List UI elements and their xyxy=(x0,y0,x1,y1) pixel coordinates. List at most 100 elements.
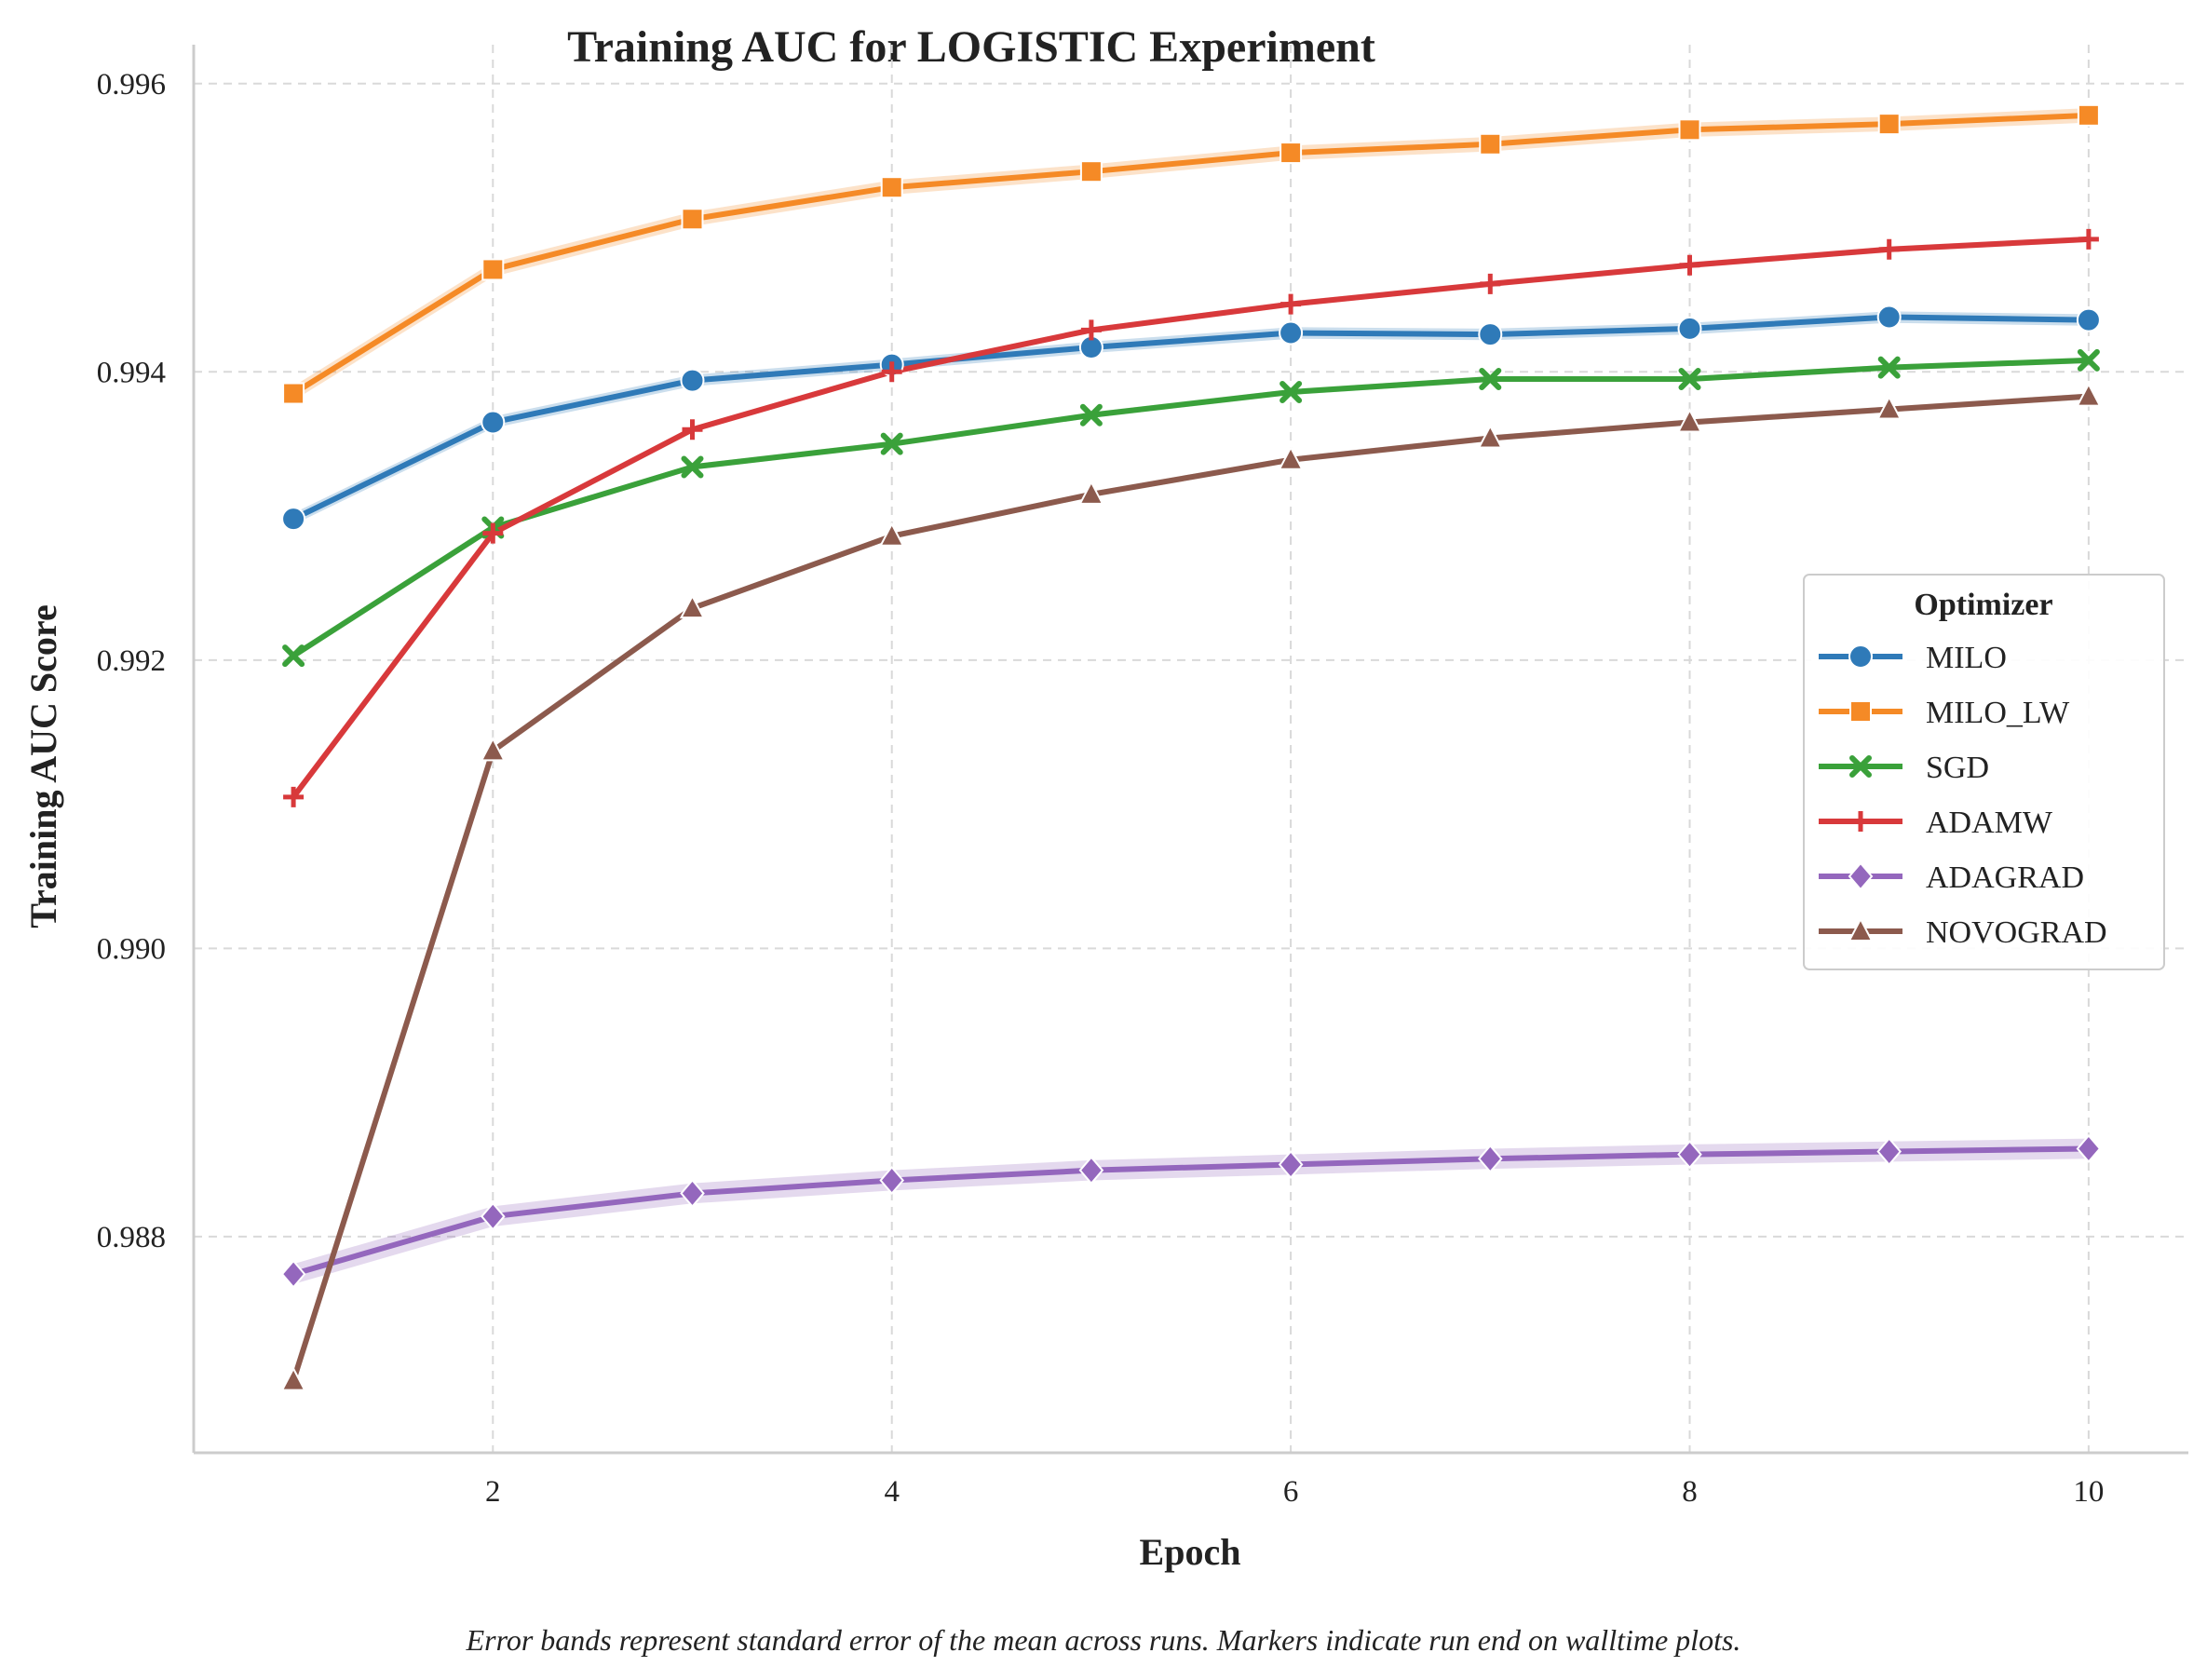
data-point-milo xyxy=(1677,316,1702,341)
data-point-adagrad xyxy=(480,1201,506,1231)
legend-label-adamw: ADAMW xyxy=(1926,806,2053,840)
series-line-adagrad xyxy=(291,1145,2092,1278)
y-tick-label: 0.988 xyxy=(97,1221,166,1254)
data-point-adamw xyxy=(1878,238,1900,260)
legend-marker-milo-lw xyxy=(1849,700,1872,723)
data-point-adamw xyxy=(283,786,305,807)
data-point-adamw xyxy=(482,522,504,544)
data-point-milo-lw xyxy=(481,258,505,281)
y-tick-label: 0.992 xyxy=(97,644,166,678)
x-tick-label: 2 xyxy=(485,1475,501,1509)
data-point-milo xyxy=(1478,322,1503,347)
data-point-sgd xyxy=(1479,368,1502,391)
data-point-milo xyxy=(680,368,705,393)
data-point-adagrad xyxy=(2076,1133,2102,1163)
legend-label-milo-lw: MILO_LW xyxy=(1926,696,2070,730)
data-point-milo-lw xyxy=(1678,118,1701,142)
series-line-sgd xyxy=(291,357,2092,659)
data-point-adagrad xyxy=(1278,1149,1304,1180)
x-tick-label: 4 xyxy=(884,1475,900,1509)
series-line-milo-lw xyxy=(291,112,2092,397)
data-point-milo-lw xyxy=(1280,142,1303,165)
data-point-novograd xyxy=(1278,445,1304,470)
chart-title: Training AUC for LOGISTIC Experiment xyxy=(567,22,1375,72)
data-point-sgd xyxy=(1280,380,1303,403)
data-point-novograd xyxy=(280,1366,306,1391)
data-point-adagrad xyxy=(1477,1144,1503,1173)
legend: Optimizer MILO MILO_LW SGD ADAMW ADAGRAD NOVO… xyxy=(1803,574,2165,970)
error-band-milo xyxy=(293,311,2089,525)
data-point-milo xyxy=(1876,305,1902,330)
data-point-milo-lw xyxy=(282,382,305,405)
legend-items: MILO MILO_LW SGD ADAMW ADAGRAD NOVOGRAD xyxy=(1819,641,2107,950)
legend-marker-adamw xyxy=(1850,811,1871,832)
legend-label-novograd: NOVOGRAD xyxy=(1926,915,2107,950)
x-tick-label: 8 xyxy=(1682,1475,1698,1509)
data-point-sgd xyxy=(282,644,305,668)
x-axis-label: Epoch xyxy=(1140,1531,1241,1573)
data-point-novograd xyxy=(879,522,905,547)
y-tick-label: 0.994 xyxy=(97,356,166,389)
data-point-milo-lw xyxy=(1479,132,1502,156)
series-line-novograd xyxy=(291,393,2092,1384)
y-tick-label: 0.996 xyxy=(97,68,166,102)
data-point-milo-lw xyxy=(880,176,903,199)
series-markers xyxy=(280,103,2102,1391)
data-point-adamw xyxy=(1480,273,1501,294)
data-point-adamw xyxy=(1679,254,1700,276)
data-point-novograd xyxy=(1876,395,1902,420)
data-point-sgd xyxy=(880,432,903,455)
y-axis-label: Training AUC Score xyxy=(22,604,64,928)
legend-marker-adagrad xyxy=(1848,861,1874,891)
data-point-adagrad xyxy=(1078,1156,1104,1185)
data-point-adamw xyxy=(1280,293,1302,315)
series-line-milo xyxy=(291,314,2092,522)
data-point-adagrad xyxy=(680,1178,705,1208)
data-point-milo-lw xyxy=(681,208,704,231)
series-line-adamw xyxy=(291,236,2092,800)
data-point-novograd xyxy=(2076,382,2102,407)
chart-caption: Error bands represent standard error of … xyxy=(466,1623,1741,1657)
data-point-novograd xyxy=(1078,480,1104,505)
data-point-adagrad xyxy=(280,1259,306,1289)
legend-label-milo: MILO xyxy=(1926,641,2007,675)
y-tick-label: 0.990 xyxy=(97,932,166,966)
data-point-milo xyxy=(1279,320,1304,345)
data-point-sgd xyxy=(1079,403,1103,427)
series-lines xyxy=(291,112,2092,1384)
data-point-novograd xyxy=(480,737,506,762)
legend-title: Optimizer xyxy=(1914,588,2052,622)
data-point-milo-lw xyxy=(1079,160,1103,183)
data-point-novograd xyxy=(1477,424,1503,449)
data-point-milo xyxy=(2076,307,2101,332)
axis-spines xyxy=(192,45,2188,1455)
data-point-novograd xyxy=(1676,408,1703,433)
data-point-sgd xyxy=(681,455,704,479)
data-point-novograd xyxy=(679,593,706,619)
data-point-milo xyxy=(281,507,306,532)
data-point-sgd xyxy=(1877,356,1901,379)
data-point-sgd xyxy=(2077,348,2100,372)
data-point-milo xyxy=(481,410,506,435)
data-point-milo-lw xyxy=(1877,113,1901,136)
legend-marker-novograd xyxy=(1848,916,1874,942)
data-point-milo-lw xyxy=(2077,103,2100,127)
x-tick-label: 6 xyxy=(1283,1475,1299,1509)
data-point-adagrad xyxy=(1677,1140,1702,1170)
x-tick-label: 10 xyxy=(2073,1475,2104,1509)
data-point-adamw xyxy=(1080,319,1102,341)
data-point-adamw xyxy=(881,361,902,383)
legend-label-adagrad: ADAGRAD xyxy=(1926,860,2084,895)
data-point-adagrad xyxy=(1876,1137,1902,1167)
tick-labels: 2 4 6 8 10 0.988 0.990 0.992 0.994 0.996 xyxy=(97,68,2105,1509)
error-band-adagrad xyxy=(293,1138,2089,1284)
legend-marker-sgd xyxy=(1849,755,1872,778)
legend-box xyxy=(1803,574,2165,970)
data-point-sgd xyxy=(1678,368,1701,391)
legend-marker-milo xyxy=(1848,644,1873,669)
data-point-adamw xyxy=(682,419,703,440)
legend-label-sgd: SGD xyxy=(1926,751,1989,785)
data-point-adagrad xyxy=(879,1165,905,1196)
data-point-adamw xyxy=(2078,228,2099,250)
